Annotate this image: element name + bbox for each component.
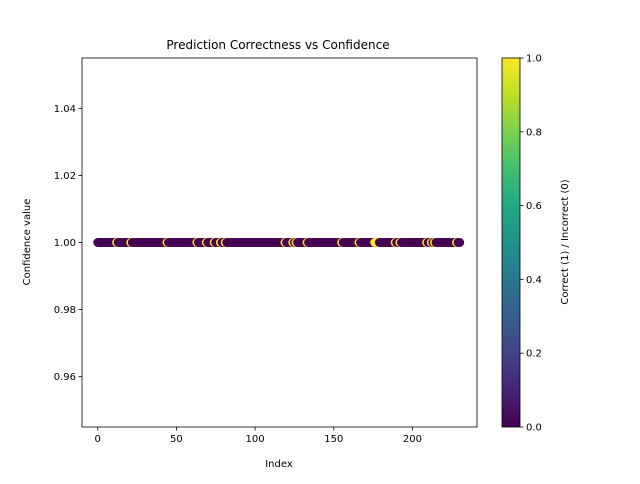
- y-tick-label: 1.04: [54, 104, 76, 115]
- x-tick-label: 100: [246, 434, 265, 445]
- y-axis-ticks: 0.96 0.98 1.00 1.02 1.04: [54, 104, 82, 383]
- y-tick-label: 1.02: [54, 171, 76, 182]
- y-tick-label: 0.98: [54, 305, 76, 316]
- colorbar-tick-label: 0.8: [526, 127, 542, 138]
- x-tick-label: 50: [170, 434, 183, 445]
- y-tick-label: 0.96: [54, 372, 76, 383]
- colorbar-tick-label: 0.4: [526, 275, 542, 286]
- colorbar-tick-label: 0.6: [526, 201, 542, 212]
- data-point-incorrect: [455, 238, 465, 247]
- x-tick-label: 200: [403, 434, 422, 445]
- x-axis-label: Index: [265, 459, 293, 470]
- colorbar-label: Correct (1) / Incorrect (0): [560, 179, 571, 304]
- x-tick-label: 150: [324, 434, 343, 445]
- chart-title: Prediction Correctness vs Confidence: [166, 38, 389, 52]
- colorbar: [501, 57, 521, 428]
- y-axis-label: Confidence value: [22, 199, 33, 286]
- x-tick-label: 0: [95, 434, 101, 445]
- colorbar-tick-label: 1.0: [526, 54, 542, 65]
- data-points: [93, 238, 465, 247]
- x-axis-ticks: 0 50 100 150 200: [95, 427, 422, 445]
- colorbar-tick-label: 0.0: [526, 423, 542, 434]
- y-tick-label: 1.00: [54, 238, 76, 249]
- colorbar-tick-label: 0.2: [526, 349, 542, 360]
- colorbar-ticks: 0.0 0.2 0.4 0.6 0.8 1.0: [520, 54, 542, 434]
